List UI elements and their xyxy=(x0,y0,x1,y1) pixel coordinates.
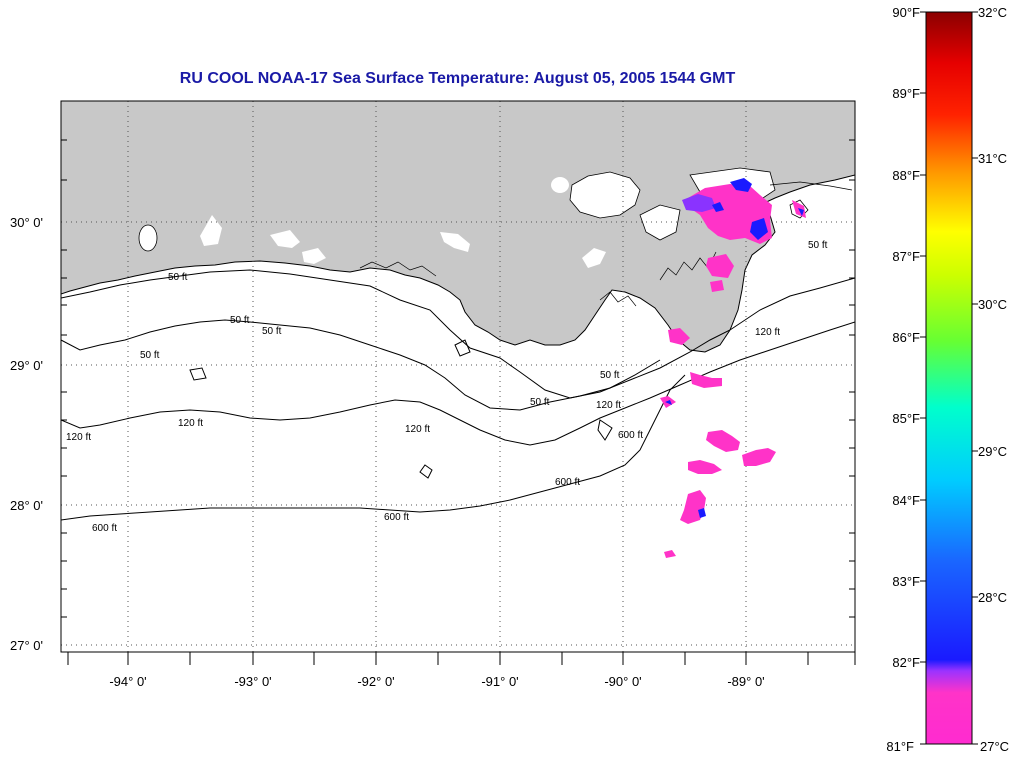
contour-label: 120 ft xyxy=(405,424,430,435)
contour-label-group: 50 ft 50 ft 50 ft 50 ft 50 ft 50 ft 50 f… xyxy=(66,240,828,534)
lake xyxy=(270,230,300,248)
lat-label: 30° 0' xyxy=(10,215,43,230)
contour-label: 600 ft xyxy=(92,523,117,534)
lake xyxy=(582,248,606,268)
lon-label: -90° 0' xyxy=(604,674,641,689)
lake xyxy=(551,177,569,193)
contour-label: 120 ft xyxy=(755,327,780,338)
lat-label: 29° 0' xyxy=(10,358,43,373)
colorbar-f-label: 85°F xyxy=(892,411,920,426)
lon-label: -91° 0' xyxy=(481,674,518,689)
contour-label: 600 ft xyxy=(384,512,409,523)
colorbar-f-label: 87°F xyxy=(892,249,920,264)
colorbar-gradient xyxy=(925,11,973,745)
colorbar-c-label: 29°C xyxy=(978,444,1007,459)
coast-detail xyxy=(769,181,853,191)
colorbar-f-label: 81°F xyxy=(886,739,914,754)
contour-label: 120 ft xyxy=(66,432,91,443)
colorbar-f-label: 88°F xyxy=(892,168,920,183)
lake xyxy=(440,232,470,252)
contour-label: 120 ft xyxy=(596,400,621,411)
contour-label: 50 ft xyxy=(808,240,828,251)
contour-label: 50 ft xyxy=(530,397,550,408)
contour-label: 50 ft xyxy=(168,272,188,283)
colorbar-f-label: 82°F xyxy=(892,655,920,670)
frame-ticks xyxy=(61,139,856,665)
coast-detail xyxy=(599,291,637,307)
map-title: RU COOL NOAA-17 Sea Surface Temperature:… xyxy=(179,70,736,87)
lake xyxy=(639,204,681,241)
contour-label: 120 ft xyxy=(178,418,203,429)
lat-label: 27° 0' xyxy=(10,638,43,653)
colorbar-f-label: 90°F xyxy=(892,5,920,20)
contour-label: 50 ft xyxy=(262,326,282,337)
contour-label: 600 ft xyxy=(555,477,580,488)
land-mass xyxy=(61,101,855,353)
colorbar-c-label: 27°C xyxy=(980,739,1009,754)
contour-label: 50 ft xyxy=(600,370,620,381)
colorbar-f-label: 89°F xyxy=(892,86,920,101)
lake xyxy=(138,224,158,252)
colorbar-c-label: 32°C xyxy=(978,5,1007,20)
lon-label: -92° 0' xyxy=(357,674,394,689)
coast-detail xyxy=(359,261,437,277)
lake xyxy=(302,248,326,264)
lon-label: -94° 0' xyxy=(109,674,146,689)
contour-label: 600 ft xyxy=(618,430,643,441)
lon-label: -89° 0' xyxy=(727,674,764,689)
colorbar-f-label: 83°F xyxy=(892,574,920,589)
bathymetry-contours xyxy=(61,269,855,521)
colorbar-c-label: 28°C xyxy=(978,590,1007,605)
map-border xyxy=(60,100,856,653)
colorbar-f-label: 84°F xyxy=(892,493,920,508)
colorbar-c-label: 30°C xyxy=(978,297,1007,312)
colorbar-c-label: 31°C xyxy=(978,151,1007,166)
grid-lines xyxy=(61,101,855,652)
contour-label: 50 ft xyxy=(140,350,160,361)
colorbar: 90°F 89°F 88°F 87°F 86°F 85°F 84°F 83°F … xyxy=(886,5,1009,754)
lake xyxy=(200,215,222,246)
contour-label: 50 ft xyxy=(230,315,250,326)
lon-label: -93° 0' xyxy=(234,674,271,689)
lat-label: 28° 0' xyxy=(10,498,43,513)
sst-data-patches xyxy=(660,178,806,558)
colorbar-f-label: 86°F xyxy=(892,330,920,345)
